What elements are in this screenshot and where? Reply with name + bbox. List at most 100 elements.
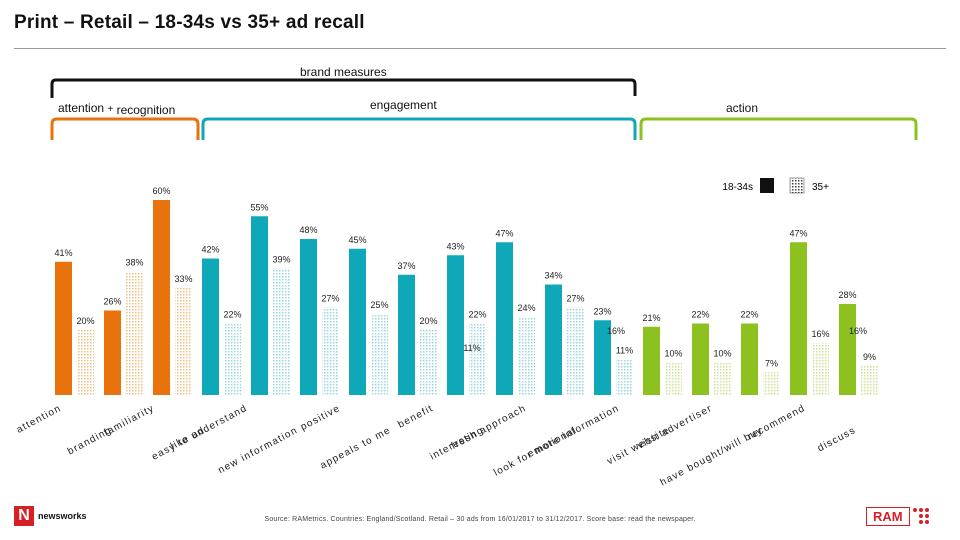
value-label-18-34s: 22% xyxy=(740,310,758,320)
value-label-35plus: 10% xyxy=(713,349,731,359)
category-label: familiarity xyxy=(102,403,156,439)
action-label: action xyxy=(726,101,759,115)
bar-35plus xyxy=(322,307,339,395)
newsworks-mark: N xyxy=(14,506,34,526)
brace-brand-measures xyxy=(50,78,637,98)
attention-label: attention + recognition xyxy=(58,101,176,117)
bar-18-34s xyxy=(398,274,415,395)
category-label: attention xyxy=(15,403,64,436)
value-label-18-34s: 23% xyxy=(593,306,611,316)
bar-18-34s xyxy=(251,216,268,395)
category-label: fresh approach xyxy=(450,403,529,452)
bar-18-34s xyxy=(202,258,219,395)
bar-18-34s xyxy=(839,304,856,395)
source-note: Source: RAMetrics. Countries: England/Sc… xyxy=(264,516,696,523)
legend-label-s2: 35+ xyxy=(812,182,829,193)
bar-35plus xyxy=(763,372,780,395)
value-label-35plus: 38% xyxy=(125,258,143,268)
chart: 18-34s 35+ 41% 20% 26% 38% 60% 33% 42% 22% 55% 39… xyxy=(15,78,918,489)
value-label-18-34s: 22% xyxy=(691,310,709,320)
category-label: easy to understand xyxy=(150,403,249,463)
category-label: discuss xyxy=(816,425,858,454)
value-label-18-34s: 28% xyxy=(838,290,856,300)
value-label-35plus: 7% xyxy=(765,358,778,368)
bar-18-34s xyxy=(447,255,464,395)
attention-word: attention xyxy=(58,101,105,115)
value-label-18-34s: 60% xyxy=(152,186,170,196)
newsworks-logo: N newsworks xyxy=(14,505,87,527)
value-label-18-34s: 42% xyxy=(201,245,219,255)
value-label-35plus: 11% xyxy=(616,345,633,355)
page-title: Print – Retail – 18-34s vs 35+ ad recall xyxy=(14,12,365,33)
bar-35plus xyxy=(616,359,633,395)
value-label-18-34s: 43% xyxy=(446,241,464,251)
bar-35plus xyxy=(77,330,94,395)
title-divider xyxy=(14,48,946,49)
bar-18-34s xyxy=(300,239,317,395)
value-label-35plus: 27% xyxy=(566,293,584,303)
bar-35plus xyxy=(126,271,143,395)
legend-label-s1: 18-34s xyxy=(722,182,753,193)
category-label: new information xyxy=(217,425,300,476)
value-label-18-34s: 37% xyxy=(397,261,415,271)
bar-35plus xyxy=(567,307,584,395)
value-label-35plus: 16% xyxy=(811,329,829,339)
category-label: recommend xyxy=(746,403,807,443)
extra-value-label: 16% xyxy=(607,326,625,336)
value-label-18-34s: 26% xyxy=(103,297,121,307)
value-label-18-34s: 47% xyxy=(495,228,513,238)
extra-value-label: 11% xyxy=(463,343,480,353)
bars-layer: 41% 20% 26% 38% 60% 33% 42% 22% 55% 39% 48% 27% 45% 2… xyxy=(54,186,878,395)
bar-35plus xyxy=(273,268,290,395)
bar-18-34s xyxy=(349,248,366,395)
value-label-35plus: 20% xyxy=(76,316,94,326)
bar-35plus xyxy=(224,323,241,395)
brand-measures-label: brand measures xyxy=(300,65,387,79)
legend-swatch-s1 xyxy=(760,178,774,193)
ram-wordmark: RAM xyxy=(866,507,910,526)
category-label: appeals to me xyxy=(319,425,393,472)
bar-35plus xyxy=(812,343,829,395)
value-label-35plus: 27% xyxy=(321,293,339,303)
bar-35plus xyxy=(665,362,682,395)
extra-value-label: 16% xyxy=(849,326,867,336)
plus-sign: + xyxy=(107,104,114,115)
bar-18-34s xyxy=(692,323,709,395)
brace-action xyxy=(639,117,918,140)
value-label-35plus: 24% xyxy=(517,303,535,313)
value-label-18-34s: 48% xyxy=(299,225,317,235)
bar-18-34s xyxy=(741,323,758,395)
brace-engagement xyxy=(201,117,637,140)
category-label: benefit xyxy=(396,403,435,431)
value-label-18-34s: 21% xyxy=(642,313,660,323)
value-label-35plus: 22% xyxy=(468,310,486,320)
category-label: visit advertiser xyxy=(636,403,715,452)
value-label-18-34s: 41% xyxy=(54,248,72,258)
value-label-18-34s: 34% xyxy=(544,271,562,281)
ram-dots xyxy=(912,507,933,526)
value-label-18-34s: 45% xyxy=(348,235,366,245)
value-label-35plus: 25% xyxy=(370,300,388,310)
bar-35plus xyxy=(861,365,878,395)
category-label: positive xyxy=(299,403,343,433)
bar-18-34s xyxy=(594,320,611,395)
value-label-35plus: 10% xyxy=(664,349,682,359)
value-label-35plus: 39% xyxy=(272,254,290,264)
bar-35plus xyxy=(518,317,535,395)
bar-35plus xyxy=(714,362,731,395)
brace-attention xyxy=(50,117,200,140)
bar-18-34s xyxy=(104,310,121,395)
bar-18-34s xyxy=(496,242,513,395)
engagement-label: engagement xyxy=(370,98,437,112)
value-label-18-34s: 55% xyxy=(250,202,268,212)
bar-35plus xyxy=(469,323,486,395)
ram-logo: RAM xyxy=(866,507,933,526)
bar-18-34s xyxy=(545,284,562,395)
bar-35plus xyxy=(175,287,192,395)
bar-18-34s xyxy=(643,326,660,395)
bar-35plus xyxy=(420,330,437,395)
value-label-35plus: 33% xyxy=(174,274,192,284)
value-label-35plus: 20% xyxy=(419,316,437,326)
recognition-word: recognition xyxy=(116,103,176,117)
